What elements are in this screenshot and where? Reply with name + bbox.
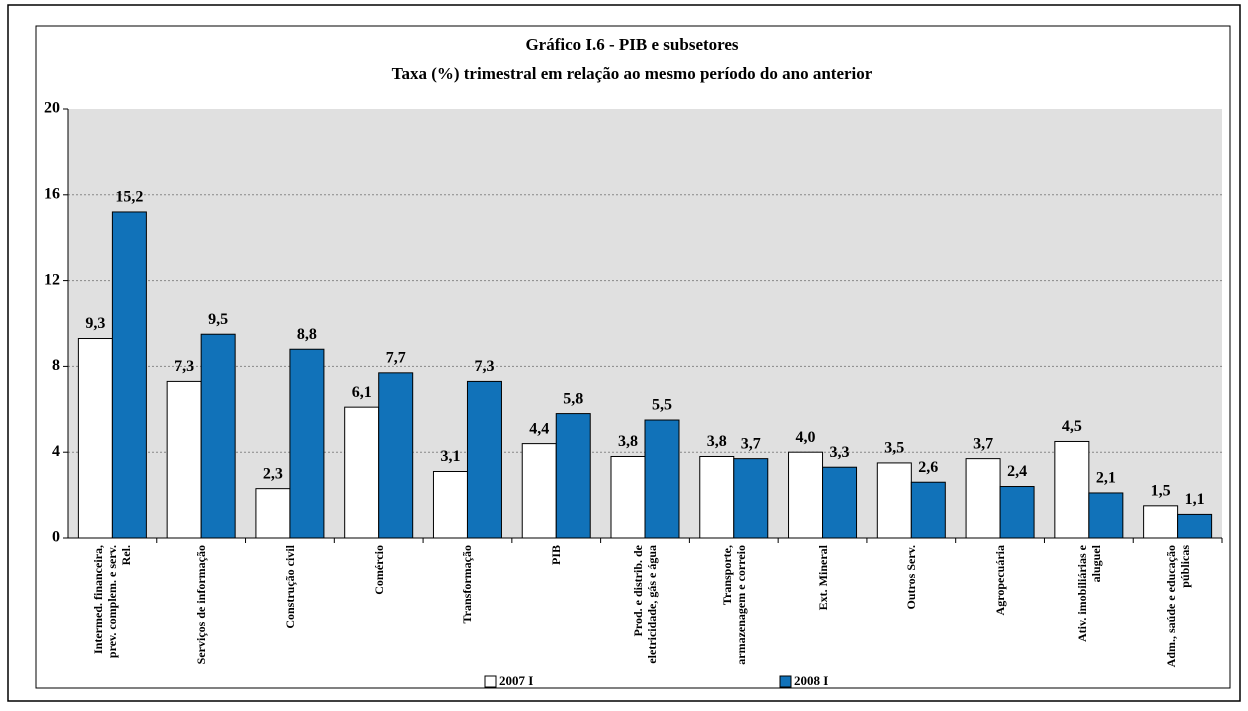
bar [111, 211, 147, 539]
y-tick-label: 20 [44, 100, 60, 117]
value-label: 3,5 [884, 440, 904, 457]
value-label: 7,3 [474, 358, 494, 375]
legend-swatch [484, 675, 497, 688]
value-label: 1,1 [1185, 491, 1205, 508]
x-tick-label: Ativ. imobiliárias e aluguel [1074, 545, 1103, 642]
y-tick-label: 8 [52, 357, 60, 374]
value-label: 7,7 [386, 350, 406, 367]
value-label: 3,8 [707, 433, 727, 450]
value-label: 3,3 [830, 444, 850, 461]
bar [466, 380, 502, 539]
chart-subtitle: Taxa (%) trimestral em relação ao mesmo … [392, 64, 873, 83]
legend-label: 2008 I [794, 673, 828, 688]
bar [432, 471, 468, 539]
x-tick-label: Agropecuária [993, 545, 1008, 616]
legend-swatch [779, 675, 792, 688]
bar [1054, 440, 1090, 539]
x-tick-label: Comércio [371, 545, 386, 595]
bar [166, 380, 202, 539]
bar [289, 348, 325, 539]
x-tick-label: Transformação [460, 545, 475, 624]
x-tick-label: Prod. e distrib. de eletricidade, gás e … [631, 545, 659, 664]
value-label: 8,8 [297, 326, 317, 343]
bar [733, 458, 769, 539]
y-tick-label: 0 [52, 529, 60, 546]
value-label: 3,7 [973, 435, 993, 452]
bar [1143, 505, 1179, 539]
value-label: 4,4 [529, 420, 549, 437]
bar [610, 455, 646, 539]
x-tick-label: Outros Serv. [904, 545, 919, 610]
bar [555, 413, 591, 539]
x-tick-label: Construção civil [282, 545, 297, 629]
bar [255, 488, 291, 539]
value-label: 2,4 [1007, 463, 1027, 480]
x-tick-label: Intermed. financeira, prev. complem. e s… [91, 545, 134, 659]
bar [1088, 492, 1124, 539]
value-label: 6,1 [352, 384, 372, 401]
y-tick-label: 16 [44, 185, 60, 202]
value-label: 4,0 [796, 429, 816, 446]
value-label: 9,5 [208, 311, 228, 328]
value-label: 9,3 [85, 315, 105, 332]
bar [521, 443, 557, 539]
x-tick-label: Adm., saúde e educação públicas [1163, 545, 1192, 668]
x-tick-label: Transporte, armazenagem e correio [719, 545, 748, 665]
value-label: 4,5 [1062, 418, 1082, 435]
value-label: 15,2 [115, 189, 143, 206]
bar [378, 372, 414, 539]
value-label: 2,3 [263, 465, 283, 482]
x-tick-label: Ext. Mineral [815, 545, 830, 611]
value-label: 2,1 [1096, 470, 1116, 487]
legend-label: 2007 I [499, 673, 533, 688]
x-tick-label: Serviços de informação [194, 545, 209, 665]
value-label: 5,5 [652, 397, 672, 414]
value-label: 1,5 [1151, 482, 1171, 499]
chart-title: Gráfico I.6 - PIB e subsetores [525, 35, 738, 54]
y-tick-label: 12 [44, 271, 60, 288]
value-label: 5,8 [563, 390, 583, 407]
bar [1177, 513, 1213, 539]
bar [876, 462, 912, 539]
bar [200, 333, 236, 539]
x-tick-label: PIB [549, 545, 564, 566]
y-tick-label: 4 [52, 443, 60, 460]
bar [910, 481, 946, 539]
bar [965, 458, 1001, 539]
bar [644, 419, 680, 539]
value-label: 3,7 [741, 435, 761, 452]
bar [788, 451, 824, 539]
bar [699, 455, 735, 539]
value-label: 7,3 [174, 358, 194, 375]
bar [77, 338, 113, 539]
value-label: 2,6 [918, 459, 938, 476]
value-label: 3,8 [618, 433, 638, 450]
bar [999, 486, 1035, 539]
bar [344, 406, 380, 539]
value-label: 3,1 [440, 448, 460, 465]
bar [822, 466, 858, 539]
